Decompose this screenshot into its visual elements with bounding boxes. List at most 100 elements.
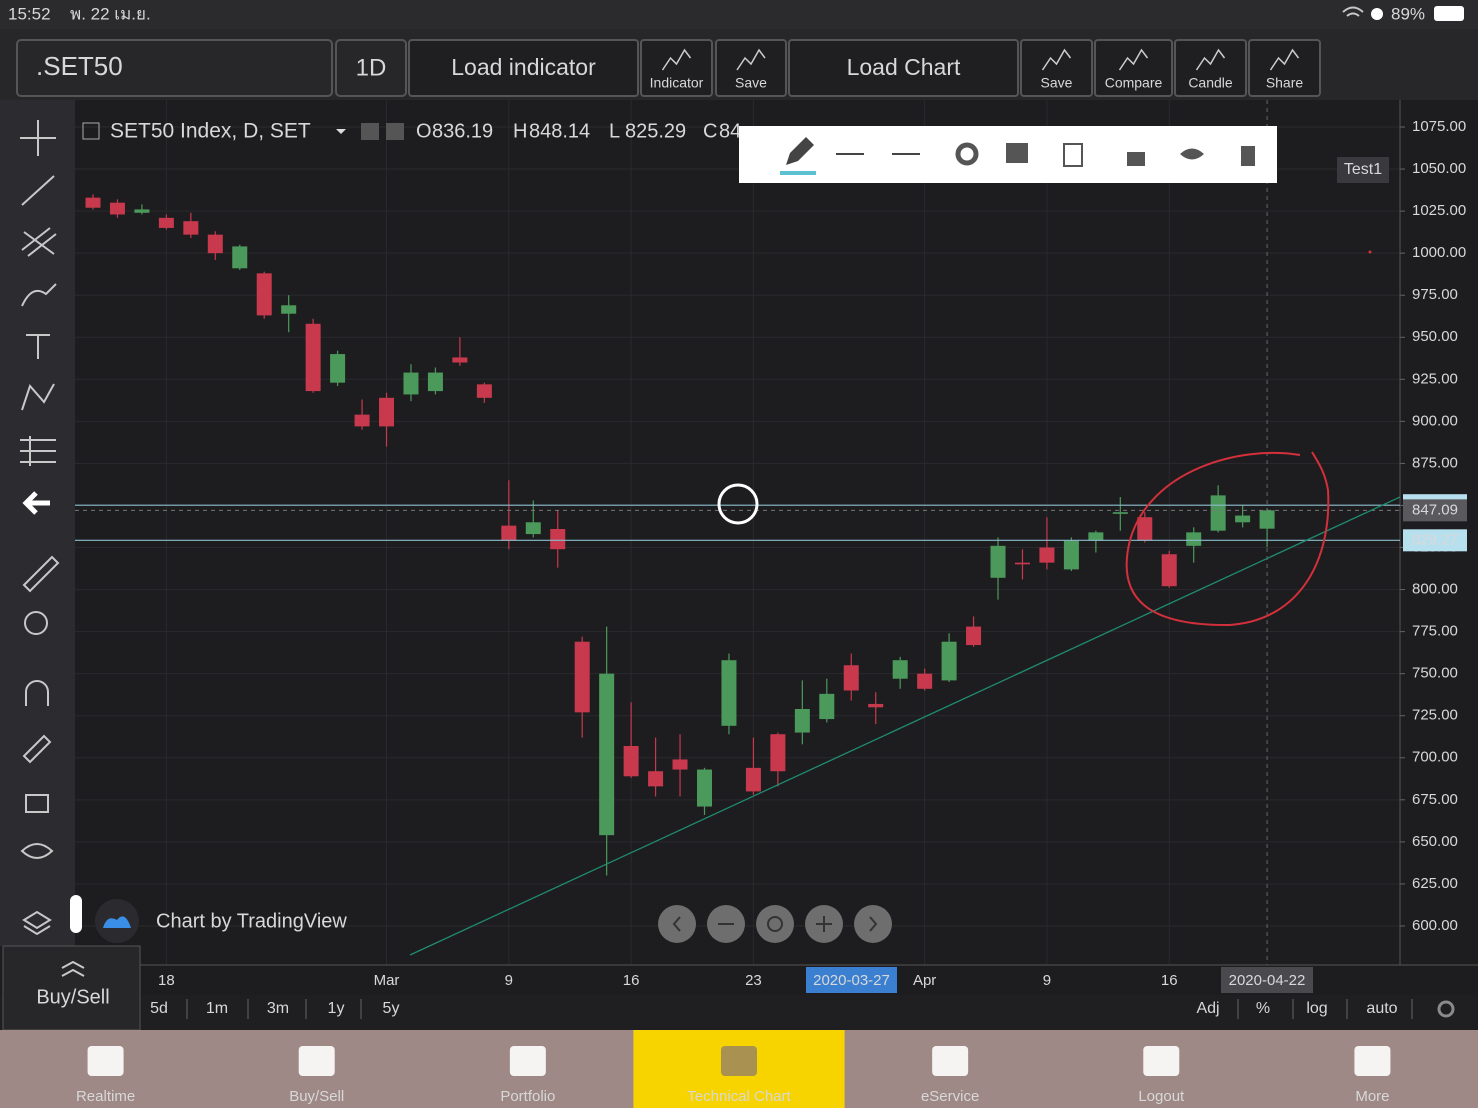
zoom-tool[interactable] <box>24 611 48 635</box>
battery-text: 89% <box>1391 4 1425 23</box>
eye-icon[interactable] <box>1180 148 1204 160</box>
nav-icon[interactable] <box>721 1046 757 1076</box>
pattern-tool[interactable] <box>21 383 55 411</box>
candle-body <box>966 626 982 646</box>
nav-icon[interactable] <box>509 1046 546 1076</box>
range-button[interactable]: 1y <box>328 1000 345 1017</box>
dot <box>1368 250 1372 254</box>
candle-body <box>990 545 1006 578</box>
scale-option[interactable]: % <box>1256 1000 1270 1017</box>
zoom-glyphs <box>672 916 878 932</box>
toolbar-button[interactable] <box>408 39 639 97</box>
brush-tool[interactable] <box>21 283 57 307</box>
ruler-tool[interactable] <box>22 555 60 593</box>
nav-label[interactable]: Portfolio <box>500 1088 555 1105</box>
candle-body <box>721 660 737 726</box>
toolbar-button[interactable] <box>1248 39 1321 97</box>
buy-sell-button[interactable] <box>2 945 141 1031</box>
toolbar-icon <box>1269 48 1300 71</box>
lock-icon[interactable] <box>1127 152 1145 166</box>
y-tick-label: 900.00 <box>1412 412 1458 429</box>
clone-icon[interactable] <box>1063 143 1083 167</box>
nav-label[interactable]: Buy/Sell <box>289 1088 344 1105</box>
range-button[interactable]: 5d <box>150 1000 168 1017</box>
back-tool[interactable] <box>22 491 50 515</box>
crosshair-tool[interactable] <box>20 120 56 156</box>
range-button[interactable]: 5y <box>383 1000 400 1017</box>
interval-button[interactable] <box>335 39 407 97</box>
scroll-left[interactable] <box>658 905 696 943</box>
settings-icon[interactable] <box>955 142 979 166</box>
magnet-tool[interactable] <box>25 680 49 706</box>
nav-label[interactable]: Logout <box>1138 1088 1185 1105</box>
nav-icon[interactable] <box>1143 1046 1180 1076</box>
candle-body <box>1186 532 1202 546</box>
range-button[interactable]: 3m <box>267 1000 289 1017</box>
prediction-tool[interactable] <box>20 436 56 466</box>
scroll-right[interactable] <box>854 905 892 943</box>
time: 15:52 <box>8 4 51 23</box>
ohlc-label: O <box>416 120 432 142</box>
toolbar-button[interactable] <box>1020 39 1093 97</box>
delete-icon[interactable] <box>1241 146 1255 166</box>
date: พ. 22 เม.ย. <box>70 4 151 23</box>
symbol: .SET50 <box>36 51 123 81</box>
candle-body <box>183 221 199 235</box>
toolbar-icon <box>1195 48 1226 71</box>
unlock-tool[interactable] <box>25 794 49 813</box>
text-tool[interactable] <box>26 334 50 359</box>
toolbar-button[interactable] <box>640 39 713 97</box>
toolbar-button[interactable] <box>1174 39 1247 97</box>
trend-line[interactable] <box>409 496 1401 956</box>
attribution[interactable]: Chart by TradingView <box>156 910 347 932</box>
settings-gear[interactable] <box>1437 1000 1455 1018</box>
pencil-icon[interactable] <box>786 137 814 165</box>
nav-label[interactable]: Realtime <box>76 1088 135 1105</box>
nav-icon[interactable] <box>1354 1046 1391 1076</box>
y-tick-label: 625.00 <box>1412 875 1458 892</box>
reset[interactable] <box>756 905 794 943</box>
candle-body <box>476 384 492 398</box>
nav-icon[interactable] <box>932 1046 969 1076</box>
y-tick-label: 775.00 <box>1412 623 1458 640</box>
nav-label[interactable]: eService <box>921 1088 979 1105</box>
fill-icon[interactable] <box>1006 143 1028 163</box>
toolbar-button-label: Candle <box>1188 75 1233 91</box>
y-tick-label: 725.00 <box>1412 707 1458 724</box>
nav-items: Realtime Buy/Sell Portfolio Technical Chart… <box>76 1030 1391 1108</box>
line-tool[interactable] <box>21 175 55 206</box>
lock-draw-tool[interactable] <box>22 734 52 764</box>
nav-icon[interactable] <box>87 1046 124 1076</box>
candle-body <box>1112 512 1128 514</box>
scale-option[interactable]: log <box>1306 1000 1327 1017</box>
fib-tool[interactable] <box>21 227 57 257</box>
eye-tool[interactable] <box>20 843 54 859</box>
collapse-handle[interactable] <box>70 895 82 933</box>
candle-body <box>672 759 688 770</box>
candle-body <box>207 234 223 254</box>
scale-option[interactable]: Adj <box>1196 1000 1219 1017</box>
nav-icon[interactable] <box>298 1046 335 1076</box>
symbol-box[interactable] <box>16 39 333 97</box>
toolbar-button[interactable] <box>788 39 1019 97</box>
toolbar-button[interactable] <box>1094 39 1173 97</box>
range-button[interactable]: 1m <box>206 1000 228 1017</box>
nav-label[interactable]: Technical Chart <box>687 1088 791 1105</box>
toolbar-button[interactable] <box>715 39 787 97</box>
freehand-circle[interactable] <box>1125 451 1330 627</box>
y-tick-label: 1075.00 <box>1412 118 1466 135</box>
ohlc-value: 84 <box>719 120 741 142</box>
toolbar-button-label: Load indicator <box>451 54 596 80</box>
y-tick-label: 600.00 <box>1412 917 1458 934</box>
legend-toggle <box>82 122 100 140</box>
scale-option[interactable]: auto <box>1366 1000 1397 1017</box>
nav-label[interactable]: More <box>1355 1088 1389 1105</box>
toolbar-icon <box>1041 48 1072 71</box>
x-tick-label: 9 <box>505 972 513 989</box>
toolbar-button-label: Share <box>1266 75 1304 91</box>
layers-tool[interactable] <box>22 910 52 936</box>
reset-glyph <box>767 916 783 932</box>
candle-body <box>501 525 517 541</box>
y-tick-label: 700.00 <box>1412 749 1458 766</box>
